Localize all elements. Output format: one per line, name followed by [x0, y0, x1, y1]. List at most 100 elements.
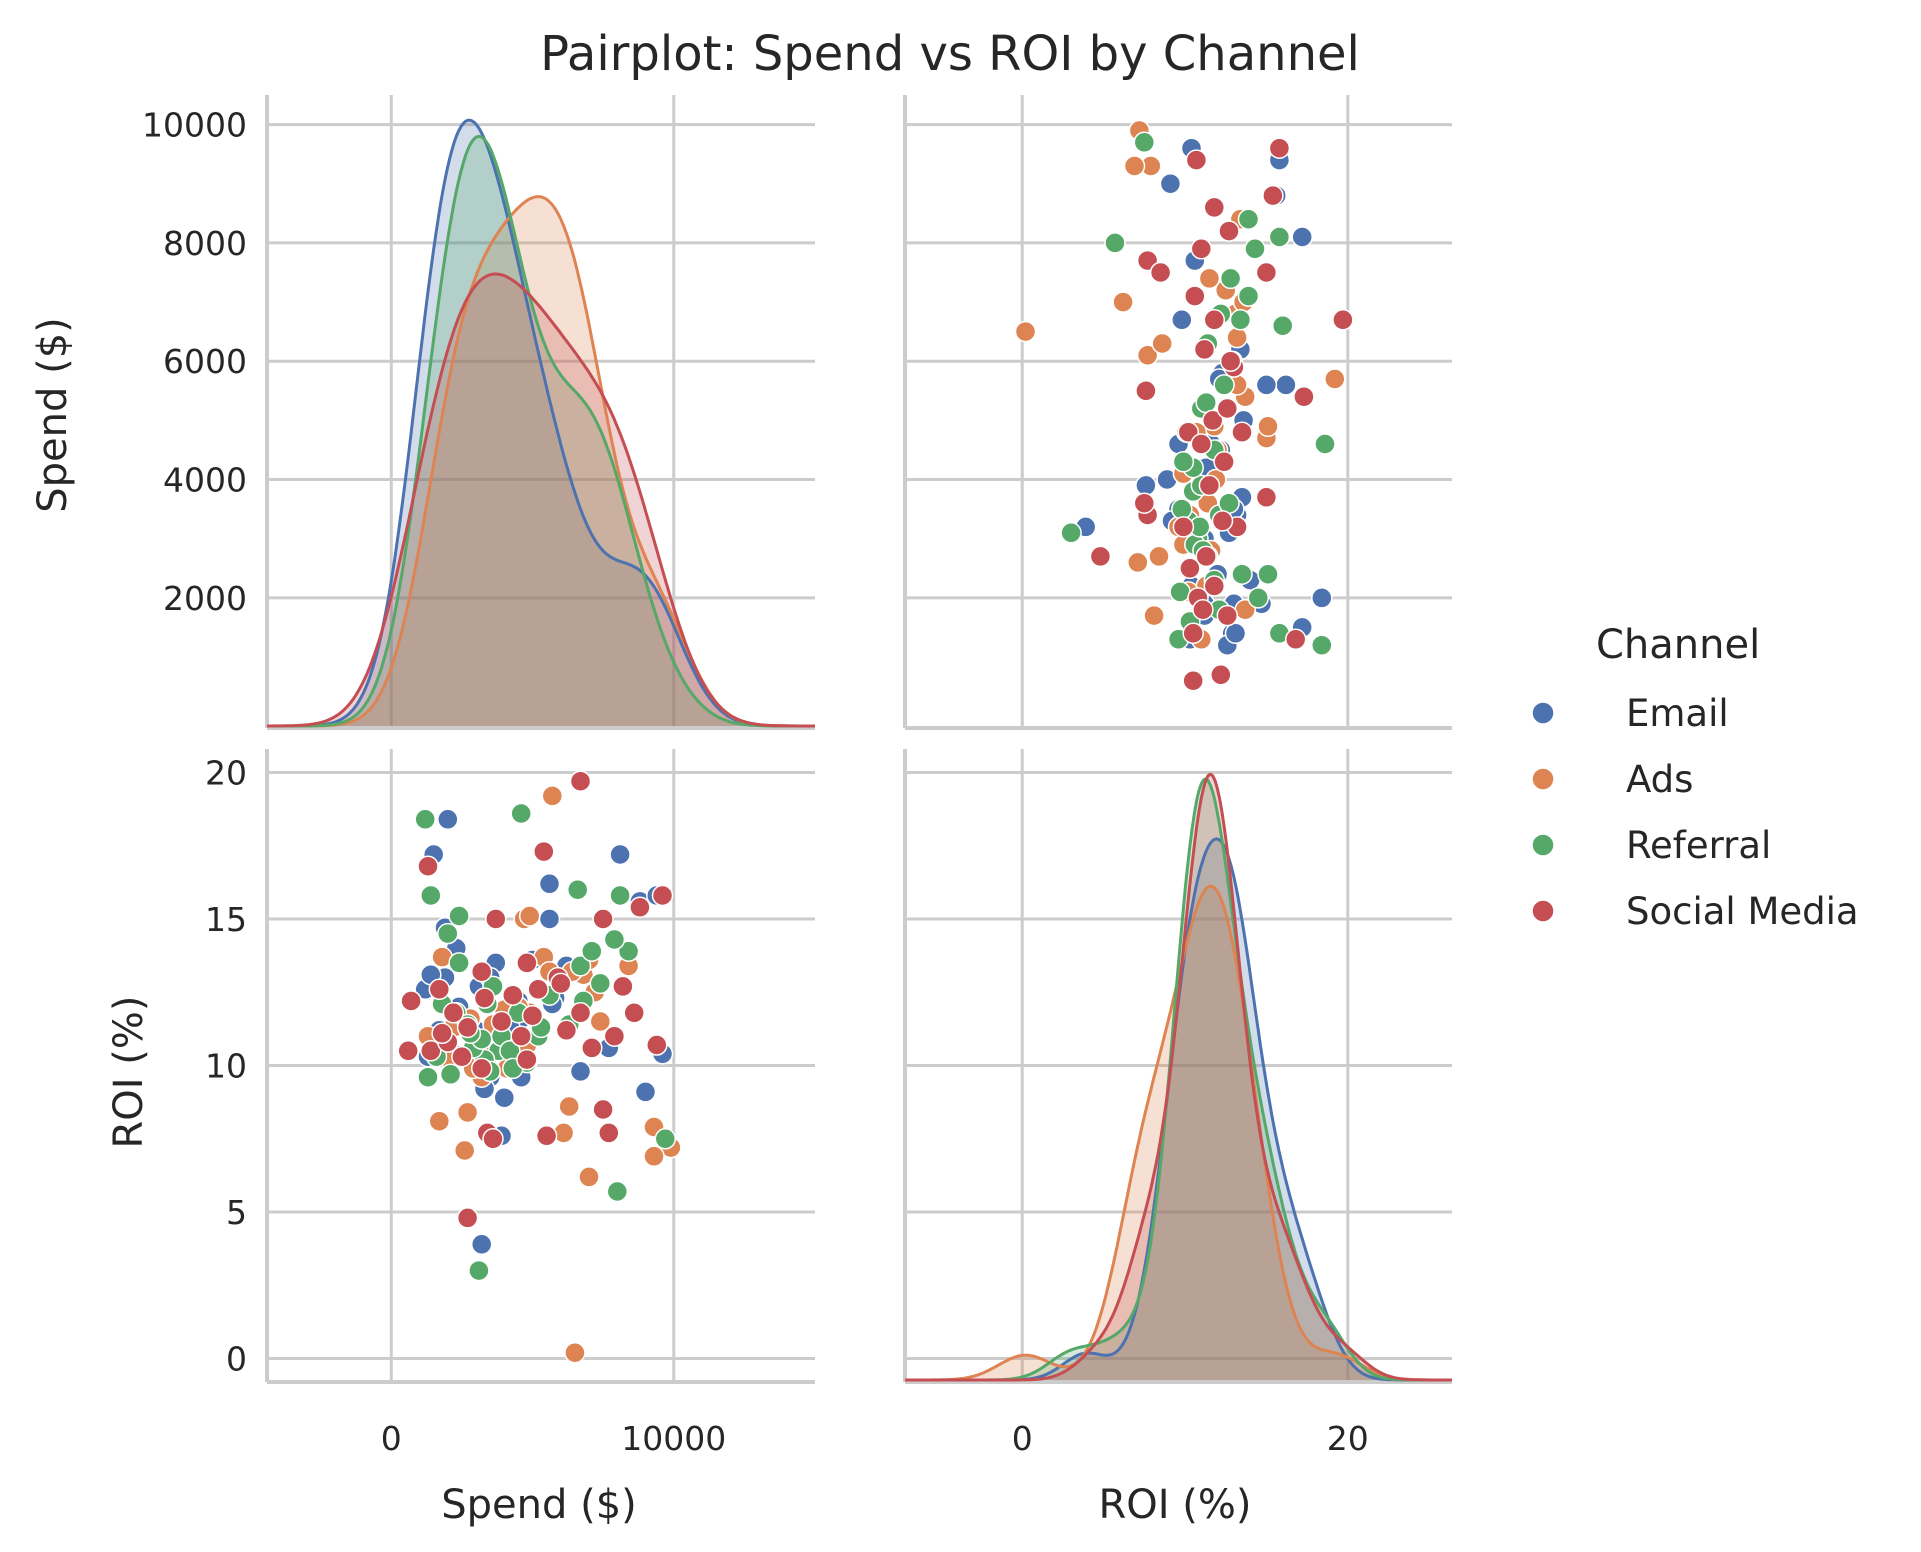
scatter-point — [651, 884, 674, 907]
scatter-point — [502, 984, 524, 1006]
scatter-point — [437, 808, 459, 831]
kde-fill-ads — [267, 196, 815, 727]
scatter-point — [1172, 451, 1195, 473]
scatter-point — [589, 972, 612, 995]
spend-roi-x-tick-label: 10000 — [621, 1419, 726, 1458]
scatter-point — [1314, 433, 1336, 455]
scatter-point — [439, 1063, 462, 1086]
scatter-point — [569, 1002, 592, 1024]
scatter-point — [1198, 474, 1221, 497]
scatter-point — [1275, 374, 1297, 396]
scatter-point — [623, 1002, 645, 1024]
scatter-point — [1193, 338, 1216, 361]
scatter-point — [1237, 285, 1260, 307]
scatter-point — [1284, 628, 1307, 651]
scatter-point — [592, 908, 614, 930]
scatter-point — [634, 1081, 657, 1103]
scatter-point — [1112, 291, 1134, 313]
scatter-point — [533, 840, 555, 863]
scatter-point — [510, 1025, 532, 1047]
legend-marker-email — [1531, 701, 1555, 725]
scatter-point — [1271, 314, 1294, 337]
scatter-point — [428, 978, 451, 1001]
scatter-point — [578, 1166, 600, 1188]
kde-fill-email — [267, 120, 815, 727]
scatter-point — [1262, 184, 1284, 207]
scatter-point — [453, 1139, 476, 1162]
scatter-point — [535, 1125, 558, 1147]
roi-kde-x-tick-label: 0 — [1012, 1419, 1033, 1458]
scatter-point — [1172, 516, 1195, 538]
scatter-point — [456, 1101, 479, 1124]
spend-roi-y-tick-label: 10 — [205, 1047, 247, 1086]
scatter-point — [1216, 604, 1239, 627]
scatter-point — [470, 1233, 493, 1256]
scatter-point — [1255, 486, 1278, 509]
scatter-point — [592, 1098, 614, 1121]
scatter-point — [598, 1122, 620, 1144]
scatter-point — [516, 952, 538, 974]
scatter-point — [1060, 522, 1082, 544]
legend-marker-social-media — [1531, 899, 1555, 923]
scatter-point — [1179, 557, 1201, 580]
panel-roi-kde: 0 20 — [903, 749, 1452, 1458]
scatter-point — [516, 1048, 538, 1071]
spend-kde-y-tick-label: 6000 — [163, 342, 247, 381]
scatter-point — [558, 1095, 580, 1118]
scatter-point — [468, 1259, 490, 1282]
scatter-point — [581, 1037, 603, 1059]
scatter-point — [643, 1145, 665, 1168]
kde-fill-email — [905, 838, 1452, 1380]
scatter-point — [1151, 332, 1173, 355]
scatter-point — [1226, 326, 1248, 349]
scatter-point — [437, 922, 459, 945]
scatter-point — [1247, 587, 1270, 609]
scatter-point — [1195, 545, 1217, 568]
scatter-point — [1218, 220, 1240, 242]
scatter-point — [493, 1086, 516, 1109]
scatter-point — [1159, 172, 1182, 195]
spend-kde-y-tick-label: 2000 — [163, 579, 247, 618]
scatter-point — [1203, 309, 1226, 331]
scatter-point — [1211, 510, 1234, 532]
scatter-point — [1143, 604, 1165, 627]
scatter-point — [448, 952, 470, 974]
scatter-point — [541, 785, 564, 807]
scatter-point — [1136, 344, 1159, 367]
spend-kde-y-tick-label: 10000 — [142, 106, 247, 145]
scatter-point — [448, 905, 470, 927]
scatter-point — [397, 1040, 419, 1062]
scatter-point — [490, 1010, 513, 1033]
chart-title: Pairplot: Spend vs ROI by Channel — [540, 26, 1360, 82]
scatter-point — [510, 802, 532, 825]
legend: Channel Email Ads Referral Social Media — [1531, 622, 1859, 933]
scatter-point — [555, 1019, 578, 1042]
scatter-point — [1190, 238, 1213, 260]
scatter-point — [485, 908, 507, 930]
scatter-point — [1133, 131, 1156, 154]
scatter-point — [612, 975, 634, 998]
scatter-point — [1311, 587, 1333, 609]
kde-fill-social-media — [905, 774, 1452, 1380]
scatter-point — [470, 960, 493, 983]
kde-fill-referral — [905, 778, 1452, 1380]
scatter-point — [569, 770, 592, 792]
scatter-point — [1244, 238, 1266, 260]
kde-fill-ads — [905, 886, 1452, 1380]
scatter-point — [1185, 149, 1208, 171]
scatter-point — [1311, 634, 1333, 656]
scatter-point — [1257, 415, 1279, 438]
scatter-point — [1135, 474, 1157, 497]
kde-line-email — [267, 118, 815, 728]
scatter-point — [1224, 622, 1247, 645]
scatter-point — [1182, 622, 1204, 645]
scatter-point — [417, 1066, 439, 1088]
legend-label: Social Media — [1626, 890, 1859, 933]
legend-marker-referral — [1531, 833, 1555, 857]
scatter-point — [1332, 309, 1354, 331]
scatter-point — [654, 1128, 677, 1150]
kde-fill-referral — [267, 136, 815, 726]
scatter-point — [1210, 664, 1232, 686]
scatter-point — [1192, 598, 1214, 621]
